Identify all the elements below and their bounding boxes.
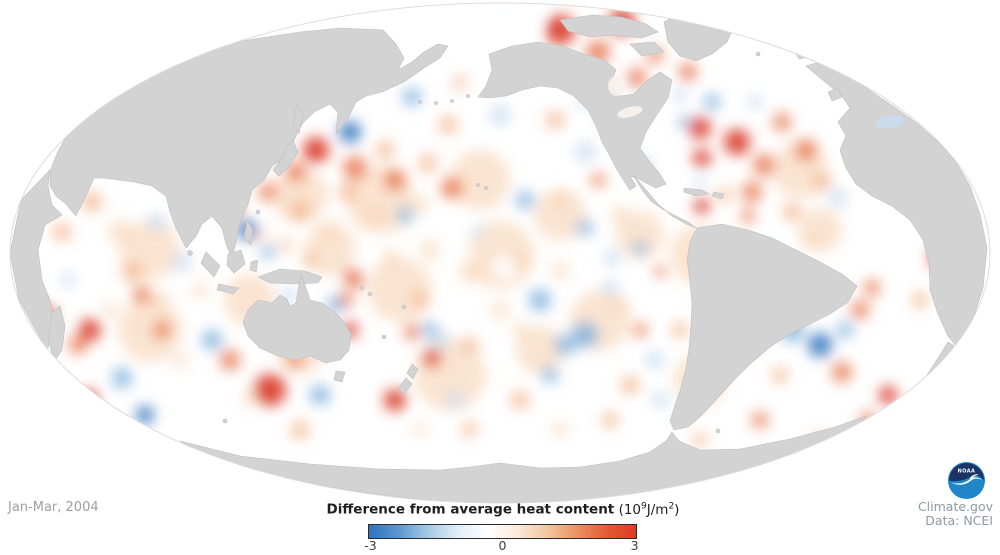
landmass-hispaniola [711,191,725,200]
landmass-new-zealand-north [406,363,419,380]
landmass-svalbard [755,51,761,57]
landmass-falklands [715,428,721,434]
landmass-aleutian-1 [466,94,470,98]
landmass-hawaii-1 [476,183,480,187]
credits: Climate.gov Data: NCEI [918,500,993,528]
landmass-sulawesi [249,259,259,273]
landmass-aleutian-2 [450,99,454,103]
mediterranean-sea [875,115,905,129]
tick-zero: 0 [498,538,507,553]
hudson-bay [608,76,626,96]
landmass-fiji [401,304,407,310]
landmass-hawaii-2 [484,186,488,190]
landmass-new-guinea [257,268,323,285]
landmass-cuba [683,187,710,197]
landmass-australia [242,273,352,364]
colorbar-ticks: -3 0 3 [364,538,639,553]
tick-max: 3 [630,538,639,553]
credit-data: Data: NCEI [925,512,993,528]
landmass-borneo [226,249,246,274]
landmass-new-zealand-south [397,377,413,395]
landmass-africa-left-edge [10,169,63,351]
tick-min: -3 [364,538,377,553]
landmass-solomons-1 [359,285,365,291]
landmass-britain [827,87,843,102]
landmass-sri-lanka [187,250,193,256]
landmass-solomons-2 [367,291,373,297]
legend-title: Difference from average heat content (10… [326,501,680,518]
landmass-japan [272,139,299,177]
credit-site: Climate.gov [917,499,993,514]
noaa-logo-text: NOAA [958,469,976,475]
noaa-logo-sky [949,463,984,482]
colorbar-gradient [368,524,637,539]
landmass-new-caledonia [381,334,387,340]
landmass-sumatra [200,251,221,278]
landmass-aleutian-4 [418,100,422,104]
noaa-logo: NOAA [948,462,985,499]
landmass-canadian-arctic [559,14,659,39]
landmass-north-america [477,41,697,229]
landmass-aleutian-3 [434,101,438,105]
landmass-tasmania [333,370,346,383]
landmass-canadian-arctic2 [629,41,665,57]
landmass-java [216,283,240,295]
map-outline [9,2,991,504]
legend-title-text: Difference from average heat content [326,501,615,518]
landmass-europe-africa-right-edge [805,59,988,349]
landmass-sakhalin [292,103,304,135]
landmass-south-america [669,223,858,431]
noaa-logo-wing [969,474,979,480]
landmass-taiwan [255,209,261,215]
landmass-madagascar [47,305,66,363]
date-label: Jan-Mar, 2004 [8,500,99,515]
landmass-antarctic-islet [222,418,228,424]
great-lakes [617,106,643,118]
landmass-philippines [243,219,254,246]
